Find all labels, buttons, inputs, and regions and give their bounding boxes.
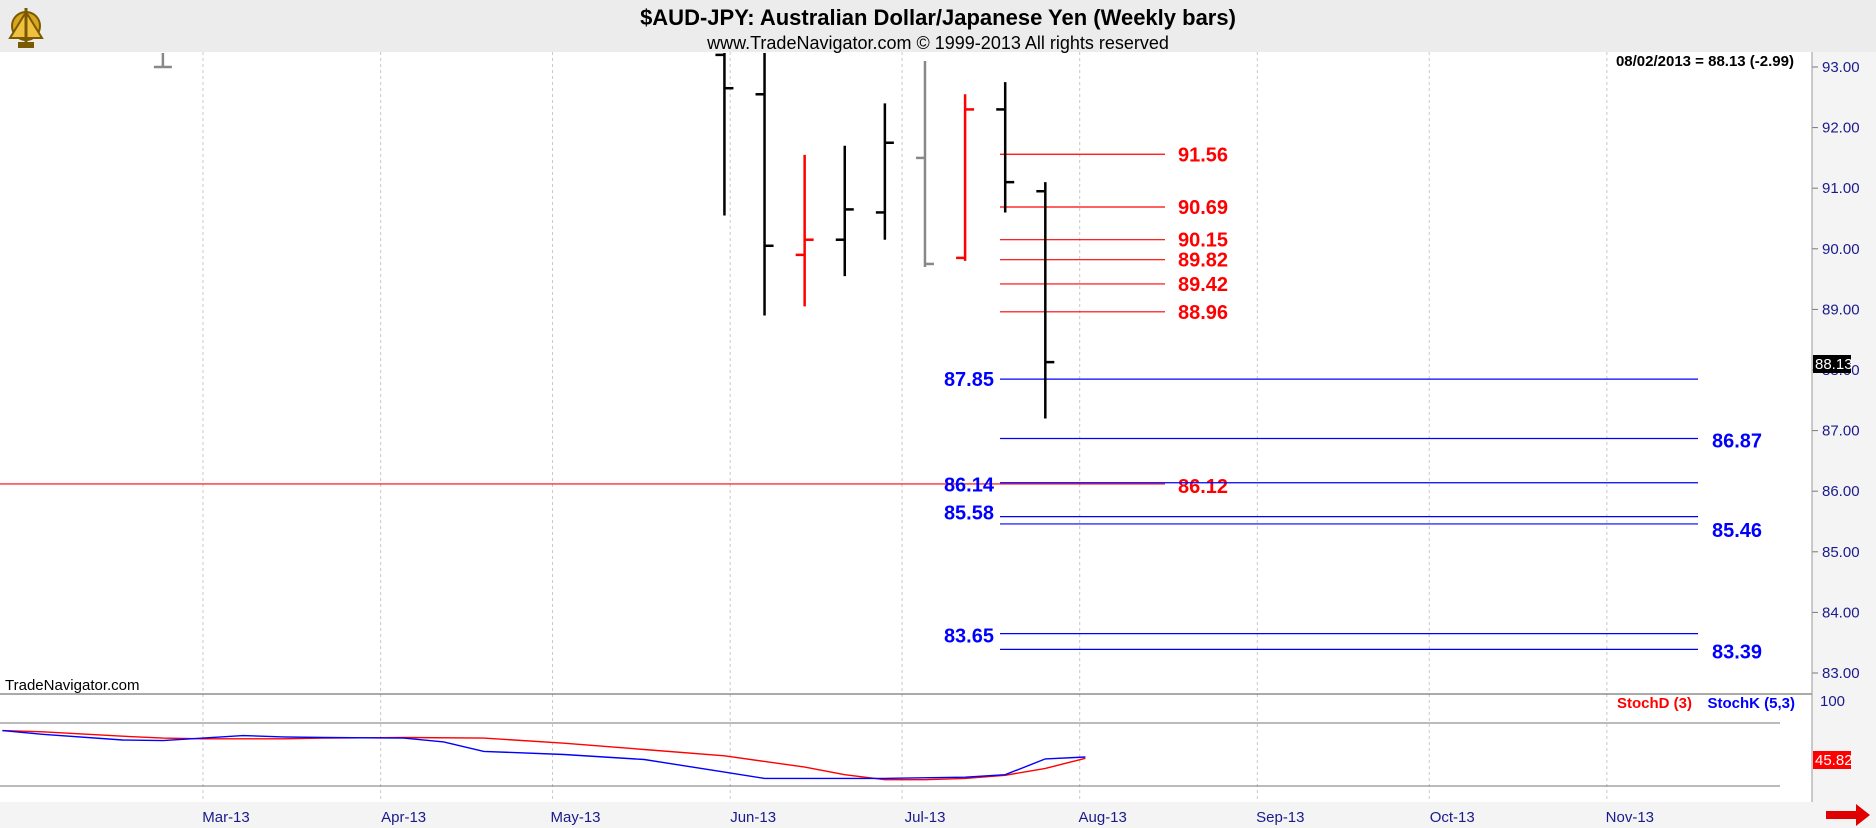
sextant-icon[interactable]	[8, 8, 44, 48]
price-level-label: 89.82	[1178, 250, 1228, 272]
stochastic-layer	[2, 729, 1086, 781]
price-level-label: 83.65	[944, 626, 994, 648]
chart-subtitle: www.TradeNavigator.com © 1999-2013 All r…	[706, 33, 1169, 53]
y-tick-label: 91.00	[1822, 180, 1860, 197]
stoch-d-line	[2, 729, 1086, 781]
price-level-label: 87.85	[944, 369, 994, 391]
price-level-label: 86.87	[1712, 430, 1762, 452]
legend-stoch-d: StochD (3)	[1617, 695, 1692, 712]
price-level-label: 86.12	[1178, 476, 1228, 498]
chart-title: $AUD-JPY: Australian Dollar/Japanese Yen…	[640, 5, 1236, 30]
x-tick-label: Aug-13	[1079, 809, 1127, 826]
price-level-label: 85.58	[944, 503, 994, 525]
price-axis-panel	[1812, 52, 1876, 828]
stoch-tick-100: 100	[1820, 693, 1845, 710]
last-quote: 08/02/2013 = 88.13 (-2.99)	[1616, 53, 1794, 70]
y-tick-label: 85.00	[1822, 544, 1860, 561]
x-tick-label: Apr-13	[381, 809, 426, 826]
y-tick-label: 86.00	[1822, 483, 1860, 500]
x-tick-label: Jun-13	[730, 809, 776, 826]
price-tag-value: 88.13	[1815, 356, 1853, 373]
x-tick-label: May-13	[551, 809, 601, 826]
date-axis-panel	[0, 802, 1876, 828]
x-tick-label: Jul-13	[905, 809, 946, 826]
axis-layer: Mar-13 Apr-13 May-13 Jun-13 Jul-13 Aug-13 Sep-…	[202, 59, 1859, 826]
stoch-tag	[1813, 751, 1851, 769]
y-tick-label: 93.00	[1822, 59, 1860, 76]
price-level-label: 86.14	[944, 475, 995, 497]
price-level-label: 83.39	[1712, 641, 1762, 663]
ohlc-bar-layer	[153, 53, 1055, 419]
stoch-tag-value: 45.82	[1815, 752, 1853, 769]
x-tick-label: Nov-13	[1606, 809, 1654, 826]
y-tick-label: 92.00	[1822, 120, 1860, 137]
legend-stoch-k: StochK (5,3)	[1707, 695, 1795, 712]
brand-label: TradeNavigator.com	[5, 677, 140, 694]
price-level-label: 91.56	[1178, 144, 1228, 166]
y-tick-label: 87.00	[1822, 423, 1860, 440]
price-level-label: 85.46	[1712, 520, 1762, 542]
y-tick-label: 84.00	[1822, 604, 1860, 621]
grid-layer	[202, 52, 1608, 802]
x-tick-label: Mar-13	[202, 809, 250, 826]
y-tick-label: 83.00	[1822, 665, 1860, 682]
price-level-label: 90.15	[1178, 230, 1228, 252]
x-tick-label: Sep-13	[1256, 809, 1304, 826]
header-band	[0, 0, 1876, 52]
stoch-k-line	[2, 729, 1086, 780]
x-tick-label: Oct-13	[1430, 809, 1475, 826]
y-tick-label: 90.00	[1822, 241, 1860, 258]
arrow-right-icon[interactable]	[1826, 804, 1870, 826]
price-level-label: 90.69	[1178, 197, 1228, 219]
price-level-label: 88.96	[1178, 302, 1228, 324]
price-level-label: 89.42	[1178, 274, 1228, 296]
price-tag	[1813, 355, 1851, 373]
y-tick-label: 89.00	[1822, 301, 1860, 318]
